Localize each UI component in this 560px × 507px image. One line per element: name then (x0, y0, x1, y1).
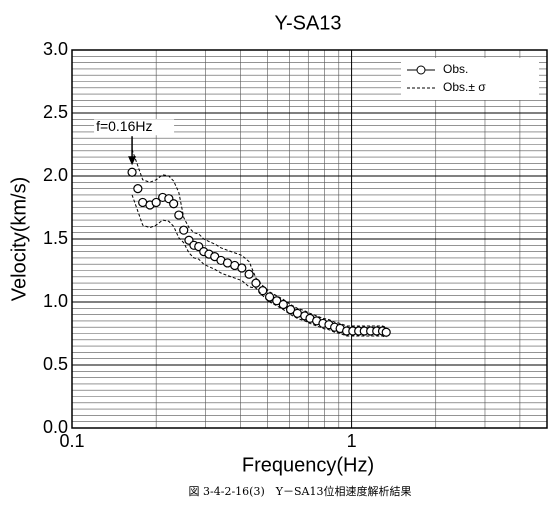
annotation-bg (94, 119, 175, 136)
point (151, 197, 161, 208)
annotation-arrowhead (128, 156, 137, 166)
x-tick-label: 0.1 (59, 431, 84, 451)
y-tick-label: 0.0 (43, 417, 68, 437)
point (278, 299, 288, 310)
caption: 図 3-4-2-16(3) Y－SA13位相速度解析結果 (189, 484, 412, 498)
point (285, 304, 296, 315)
point (179, 225, 189, 235)
point (251, 278, 261, 288)
chart-title: Y-SA13 (274, 12, 341, 34)
point (174, 210, 184, 220)
point (169, 199, 179, 209)
legend-marker (416, 65, 426, 75)
sigma-line (131, 149, 387, 328)
x-tick-label: 1 (347, 431, 357, 451)
point (244, 269, 254, 279)
legend-label: Obs.± σ (443, 80, 486, 94)
sigma-line (131, 194, 387, 338)
annotation: f=0.16Hz (96, 118, 152, 134)
legend-bg (401, 58, 539, 100)
x-axis-label: Frequency(Hz) (242, 454, 374, 476)
point (237, 263, 247, 273)
point (127, 167, 137, 177)
y-tick-label: 2.0 (43, 165, 68, 185)
y-tick-label: 1.5 (43, 228, 68, 248)
point (133, 184, 143, 194)
legend-label: Obs. (443, 62, 468, 76)
y-tick-label: 1.0 (43, 291, 68, 311)
point (381, 327, 391, 337)
y-axis-label: Velocity(km/s) (8, 177, 30, 301)
point (264, 292, 275, 302)
point (258, 286, 268, 296)
y-tick-label: 2.5 (43, 102, 68, 122)
y-tick-label: 0.5 (43, 354, 68, 374)
y-tick-label: 3.0 (43, 39, 68, 59)
plot-frame (71, 49, 548, 429)
